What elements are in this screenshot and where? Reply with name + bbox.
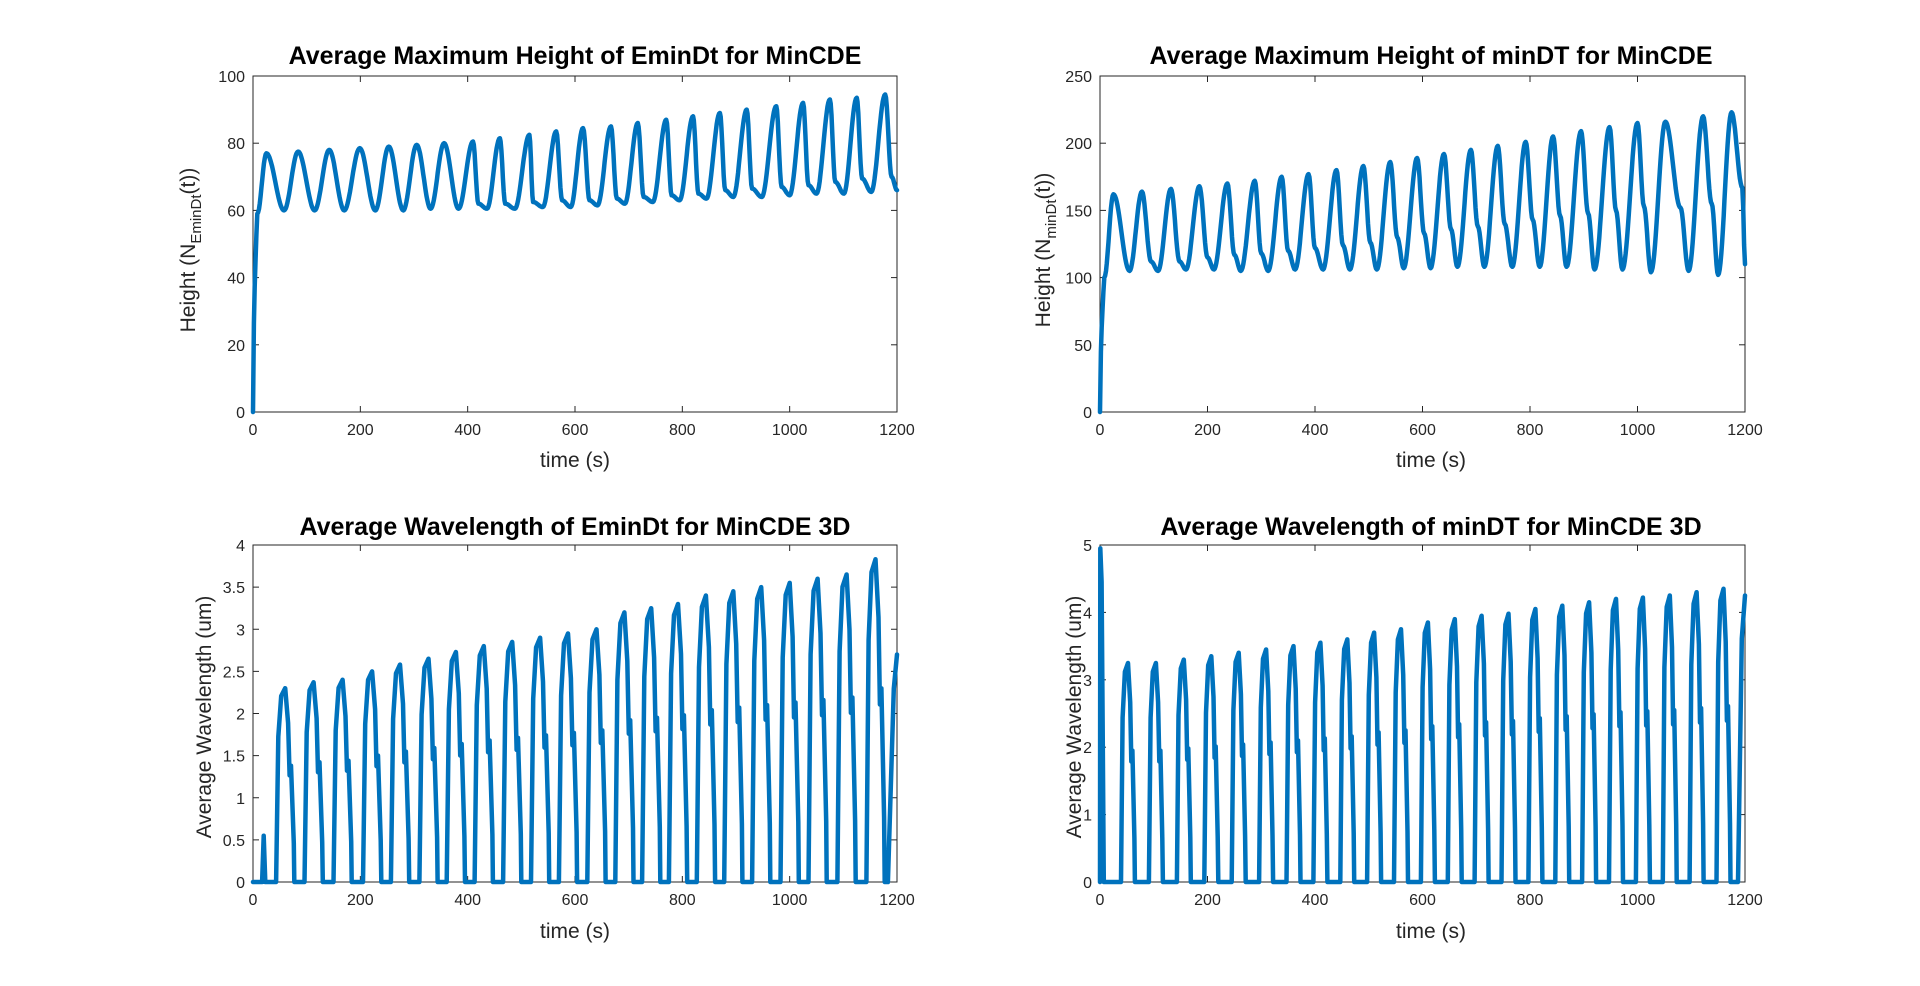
y-tick-label: 2 [1083, 740, 1092, 757]
y-tick-label: 50 [1074, 338, 1092, 355]
y-tick-label: 100 [218, 69, 245, 86]
y-tick-label: 250 [1065, 69, 1092, 86]
y-tick-label: 4 [236, 538, 245, 555]
y-tick-label: 20 [227, 338, 245, 355]
y-tick-label: 3.5 [223, 580, 245, 597]
y-tick-label: 40 [227, 271, 245, 288]
y-tick-label: 0 [1083, 875, 1092, 892]
y-tick-label: 3 [236, 622, 245, 639]
y-axis-label: Height (NminDt(t)) [1032, 173, 1060, 328]
y-axis-label-end: (t)) [177, 168, 200, 195]
y-axis-label: Height (NEminDt(t)) [177, 168, 205, 333]
x-tick-label: 600 [1409, 422, 1436, 439]
y-tick-label: 200 [1065, 136, 1092, 153]
plot-area [252, 75, 898, 413]
x-tick-label: 400 [1302, 892, 1329, 909]
x-tick-label: 200 [1194, 422, 1221, 439]
chart-title: Average Wavelength of minDT for MinCDE 3… [1160, 513, 1701, 541]
x-tick-label: 600 [562, 422, 589, 439]
y-axis-label-main: Height (N [1032, 239, 1055, 328]
x-tick-label: 1200 [1727, 422, 1763, 439]
subplot-height-mindt: Average Maximum Height of minDT for MinC… [1032, 42, 1763, 472]
y-axis-label-subscript: EminDt [188, 194, 205, 244]
y-tick-label: 0 [236, 405, 245, 422]
x-tick-label: 1200 [879, 892, 915, 909]
x-tick-label: 400 [454, 422, 481, 439]
y-tick-label: 60 [227, 203, 245, 220]
y-tick-label: 3 [1083, 673, 1092, 690]
y-axis-label: Average Wavelength (um) [193, 596, 216, 839]
x-tick-label: 800 [669, 422, 696, 439]
y-axis-label-subscript: minDt [1043, 199, 1060, 239]
y-tick-label: 1 [1083, 808, 1092, 825]
x-tick-label: 600 [1409, 892, 1436, 909]
y-tick-label: 5 [1083, 538, 1092, 555]
y-tick-label: 0.5 [223, 833, 245, 850]
y-tick-label: 0 [1083, 405, 1092, 422]
x-tick-label: 1200 [879, 422, 915, 439]
chart-title: Average Maximum Height of minDT for MinC… [1149, 42, 1712, 70]
y-tick-label: 100 [1065, 271, 1092, 288]
y-axis-label-main: Height (N [177, 244, 200, 333]
y-tick-label: 1.5 [223, 749, 245, 766]
series-line [1097, 546, 1748, 885]
x-tick-label: 1000 [772, 892, 808, 909]
x-tick-label: 400 [1302, 422, 1329, 439]
y-tick-label: 1 [236, 791, 245, 808]
y-tick-label: 80 [227, 136, 245, 153]
x-tick-label: 1000 [1620, 892, 1656, 909]
x-tick-label: 0 [249, 422, 258, 439]
y-tick-label: 0 [236, 875, 245, 892]
x-tick-label: 0 [249, 892, 258, 909]
series-line [250, 92, 900, 415]
x-tick-label: 0 [1096, 892, 1105, 909]
subplot-wavelength-emindt: Average Wavelength of EminDt for MinCDE … [193, 513, 915, 943]
y-tick-label: 2.5 [223, 664, 245, 681]
x-axis-label: time (s) [1396, 920, 1466, 943]
subplot-height-emindt: Average Maximum Height of EminDt for Min… [177, 42, 915, 472]
x-tick-label: 0 [1096, 422, 1105, 439]
x-axis-label: time (s) [540, 920, 610, 943]
chart-title: Average Wavelength of EminDt for MinCDE … [300, 513, 851, 541]
x-axis-label: time (s) [540, 449, 610, 472]
y-tick-label: 2 [236, 707, 245, 724]
x-tick-label: 1200 [1727, 892, 1763, 909]
y-tick-label: 4 [1083, 605, 1092, 622]
series-line [1097, 110, 1748, 415]
x-tick-label: 800 [1517, 892, 1544, 909]
x-tick-label: 800 [1517, 422, 1544, 439]
x-tick-label: 600 [562, 892, 589, 909]
x-axis-label: time (s) [1396, 449, 1466, 472]
y-axis-label-end: (t)) [1032, 173, 1055, 200]
x-tick-label: 1000 [772, 422, 808, 439]
y-tick-label: 150 [1065, 203, 1092, 220]
x-tick-label: 200 [347, 422, 374, 439]
series-line [250, 557, 900, 885]
x-tick-label: 800 [669, 892, 696, 909]
x-tick-label: 1000 [1620, 422, 1656, 439]
chart-title: Average Maximum Height of EminDt for Min… [289, 42, 862, 70]
x-tick-label: 200 [347, 892, 374, 909]
x-tick-label: 200 [1194, 892, 1221, 909]
subplot-wavelength-mindt: Average Wavelength of minDT for MinCDE 3… [1063, 513, 1763, 943]
y-axis-label: Average Wavelength (um) [1063, 596, 1086, 839]
x-tick-label: 400 [454, 892, 481, 909]
